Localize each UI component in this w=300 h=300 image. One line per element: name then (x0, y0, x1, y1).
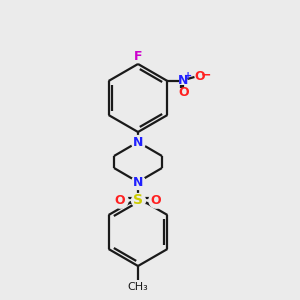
Text: N: N (133, 136, 143, 148)
Text: −: − (201, 68, 212, 82)
Text: S: S (133, 193, 143, 207)
Text: CH₃: CH₃ (128, 282, 148, 292)
Text: N: N (178, 74, 189, 88)
Text: O: O (194, 70, 205, 83)
Text: O: O (178, 86, 189, 100)
Text: F: F (134, 50, 142, 64)
Text: +: + (184, 71, 193, 81)
Text: O: O (151, 194, 161, 206)
Text: N: N (133, 176, 143, 188)
Text: O: O (115, 194, 125, 206)
